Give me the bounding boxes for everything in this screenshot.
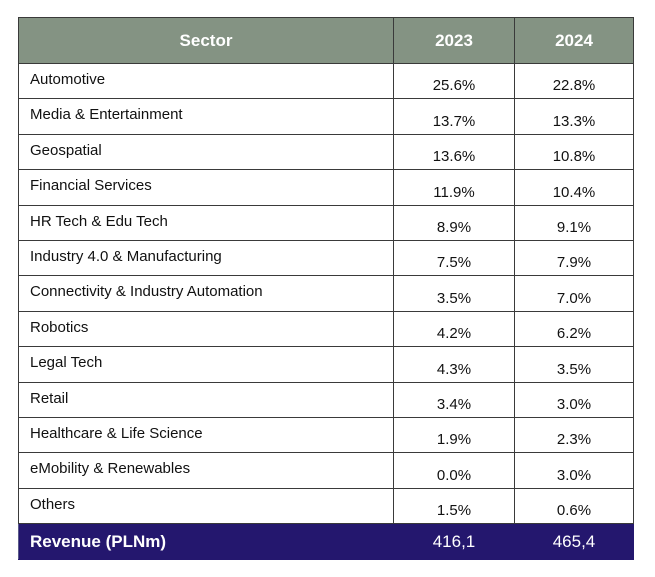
value-2024-cell: 3.5% [514,346,634,383]
sector-cell: Healthcare & Life Science [18,416,394,454]
value-2024-cell: 3.0% [514,452,634,489]
value-2024-cell: 22.8% [514,62,634,100]
table-row: Industry 4.0 & Manufacturing 7.5% 7.9% [18,239,634,277]
sector-cell: Retail [18,381,394,418]
sector-cell: eMobility & Renewables [18,452,394,489]
table-row: Robotics 4.2% 6.2% [18,310,634,348]
sector-revenue-table: Sector 2023 2024 Automotive 25.6% 22.8% … [18,17,634,561]
table-row: Legal Tech 4.3% 3.5% [18,346,634,383]
table-row: eMobility & Renewables 0.0% 3.0% [18,452,634,489]
value-2024-cell: 9.1% [514,204,634,241]
table-row: Media & Entertainment 13.7% 13.3% [18,98,634,135]
sector-cell: Others [18,487,394,525]
value-2023-cell: 13.7% [393,98,515,135]
sector-cell: Legal Tech [18,346,394,383]
table-row: Connectivity & Industry Automation 3.5% … [18,275,634,312]
value-2023-cell: 1.5% [393,487,515,525]
sector-cell: Geospatial [18,133,394,171]
value-2024-cell: 7.0% [514,275,634,312]
sector-cell: HR Tech & Edu Tech [18,204,394,241]
value-2023-cell: 0.0% [393,452,515,489]
table-header-row: Sector 2023 2024 [18,17,634,64]
sector-cell: Connectivity & Industry Automation [18,275,394,312]
table-row: Retail 3.4% 3.0% [18,381,634,418]
value-2023-cell: 25.6% [393,62,515,100]
table-row: Others 1.5% 0.6% [18,487,634,525]
header-2023: 2023 [393,17,515,64]
total-revenue-row: Revenue (PLNm) 416,1 465,4 [18,523,634,561]
table-row: HR Tech & Edu Tech 8.9% 9.1% [18,204,634,241]
value-2023-cell: 4.2% [393,310,515,348]
sector-cell: Media & Entertainment [18,98,394,135]
sector-cell: Financial Services [18,169,394,206]
value-2024-cell: 6.2% [514,310,634,348]
table-row: Healthcare & Life Science 1.9% 2.3% [18,416,634,454]
sector-cell: Robotics [18,310,394,348]
value-2023-cell: 3.5% [393,275,515,312]
sector-cell: Industry 4.0 & Manufacturing [18,239,394,277]
value-2023-cell: 7.5% [393,239,515,277]
value-2023-cell: 3.4% [393,381,515,418]
value-2024-cell: 13.3% [514,98,634,135]
total-2024-cell: 465,4 [514,523,634,561]
value-2024-cell: 0.6% [514,487,634,525]
total-2023-cell: 416,1 [393,523,515,561]
total-label-cell: Revenue (PLNm) [18,523,394,561]
table-row: Automotive 25.6% 22.8% [18,62,634,100]
value-2023-cell: 13.6% [393,133,515,171]
header-2024: 2024 [514,17,634,64]
value-2024-cell: 10.8% [514,133,634,171]
table-row: Financial Services 11.9% 10.4% [18,169,634,206]
value-2023-cell: 1.9% [393,416,515,454]
value-2023-cell: 11.9% [393,169,515,206]
value-2024-cell: 7.9% [514,239,634,277]
value-2023-cell: 4.3% [393,346,515,383]
header-sector: Sector [18,17,394,64]
value-2024-cell: 10.4% [514,169,634,206]
value-2024-cell: 2.3% [514,416,634,454]
table-row: Geospatial 13.6% 10.8% [18,133,634,171]
sector-cell: Automotive [18,62,394,100]
value-2023-cell: 8.9% [393,204,515,241]
sector-table-container: Sector 2023 2024 Automotive 25.6% 22.8% … [18,17,634,561]
value-2024-cell: 3.0% [514,381,634,418]
